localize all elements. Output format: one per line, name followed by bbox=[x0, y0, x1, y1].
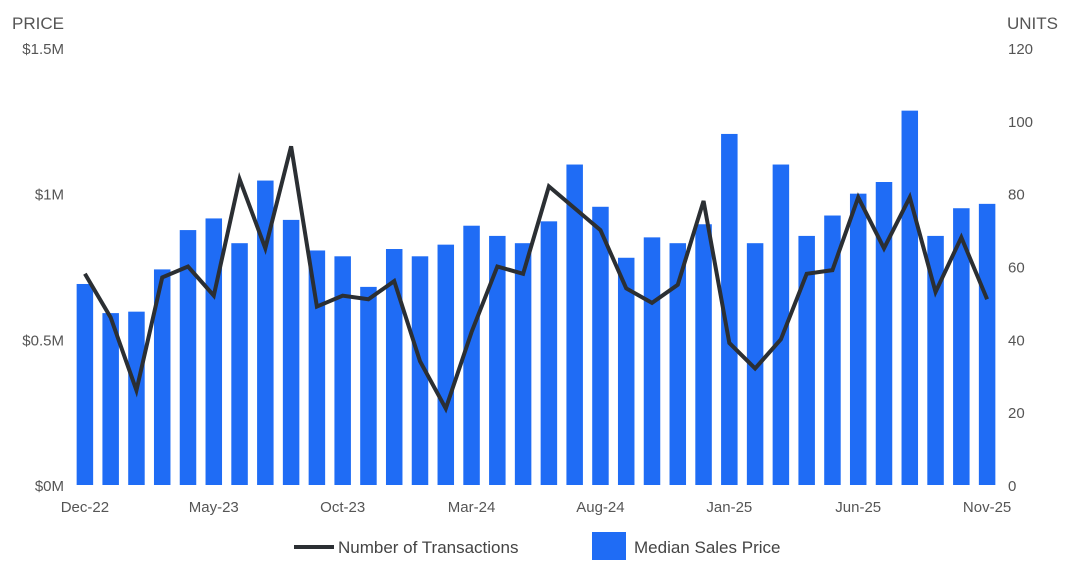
bar-feb-25 bbox=[746, 243, 764, 485]
bar-mar-23 bbox=[153, 269, 171, 485]
bar-dec-23 bbox=[385, 249, 403, 485]
right-tick-label: 60 bbox=[1008, 260, 1025, 277]
bar-may-24 bbox=[514, 243, 532, 485]
legend-label-transactions: Number of Transactions bbox=[338, 538, 518, 557]
bar-feb-24 bbox=[437, 244, 455, 485]
right-tick-label: 120 bbox=[1008, 41, 1033, 58]
bar-jan-24 bbox=[411, 256, 429, 485]
bar-jan-23 bbox=[102, 313, 119, 485]
bar-oct-24 bbox=[643, 237, 661, 485]
x-tick-label: Aug-24 bbox=[576, 499, 624, 516]
bar-mar-24 bbox=[463, 225, 480, 485]
bar-sep-25 bbox=[927, 235, 944, 485]
bar-series-median-sales-price bbox=[76, 110, 996, 486]
bar-oct-25 bbox=[953, 208, 970, 486]
x-tick-label: May-23 bbox=[189, 499, 239, 516]
left-tick-label: $1.5M bbox=[22, 41, 64, 58]
bar-jul-24 bbox=[566, 164, 583, 485]
left-axis-title: PRICE bbox=[12, 14, 64, 33]
bar-aug-24 bbox=[592, 206, 609, 485]
bar-nov-23 bbox=[360, 286, 377, 485]
transactions-line bbox=[83, 145, 989, 414]
right-axis-title: UNITS bbox=[1007, 14, 1058, 33]
x-tick-label: Mar-24 bbox=[448, 499, 496, 516]
x-tick-label: Nov-25 bbox=[963, 499, 1011, 516]
bar-jul-23 bbox=[257, 180, 274, 485]
x-tick-label: Oct-23 bbox=[320, 499, 365, 516]
right-tick-label: 80 bbox=[1008, 187, 1025, 204]
right-axis-ticks: 0 20 40 60 80 100 120 bbox=[1008, 41, 1033, 495]
bar-apr-25 bbox=[798, 235, 815, 485]
bar-mar-25 bbox=[772, 164, 790, 485]
bar-apr-24 bbox=[489, 235, 506, 485]
left-tick-label: $1M bbox=[35, 187, 64, 204]
bar-nov-25 bbox=[978, 203, 996, 486]
left-axis-ticks: $0M $0.5M $1M $1.5M bbox=[22, 41, 64, 495]
bar-jan-25 bbox=[721, 133, 738, 485]
right-tick-label: 40 bbox=[1008, 332, 1025, 349]
bar-jun-25 bbox=[849, 193, 867, 486]
bar-apr-23 bbox=[179, 230, 197, 485]
bar-jun-23 bbox=[231, 243, 248, 485]
legend-bar-swatch bbox=[592, 532, 626, 560]
legend: Number of Transactions Median Sales Pric… bbox=[294, 532, 780, 560]
right-tick-label: 20 bbox=[1008, 405, 1025, 422]
x-tick-label: Jan-25 bbox=[706, 499, 752, 516]
legend-label-price: Median Sales Price bbox=[634, 538, 780, 557]
right-tick-label: 0 bbox=[1008, 478, 1016, 495]
x-tick-label: Jun-25 bbox=[835, 499, 881, 516]
bar-jul-25 bbox=[875, 182, 893, 485]
bar-oct-23 bbox=[334, 256, 351, 485]
bar-nov-24 bbox=[669, 243, 687, 485]
left-tick-label: $0M bbox=[35, 478, 64, 495]
line-series-number-of-transactions bbox=[83, 145, 989, 414]
bar-aug-25 bbox=[901, 110, 919, 485]
bar-sep-24 bbox=[617, 257, 635, 485]
bar-aug-23 bbox=[282, 219, 300, 485]
left-tick-label: $0.5M bbox=[22, 332, 64, 349]
bar-may-25 bbox=[824, 215, 841, 485]
right-tick-label: 100 bbox=[1008, 114, 1033, 131]
bar-feb-23 bbox=[128, 311, 145, 485]
x-tick-label: Dec-22 bbox=[61, 499, 109, 516]
bar-sep-23 bbox=[308, 250, 326, 485]
bar-dec-24 bbox=[695, 224, 712, 485]
bar-may-23 bbox=[205, 218, 223, 485]
bar-jun-24 bbox=[540, 221, 558, 485]
bar-dec-22 bbox=[76, 283, 94, 485]
x-axis-ticks: Dec-22 May-23 Oct-23 Mar-24 Aug-24 Jan-25 Jun-… bbox=[61, 499, 1012, 516]
